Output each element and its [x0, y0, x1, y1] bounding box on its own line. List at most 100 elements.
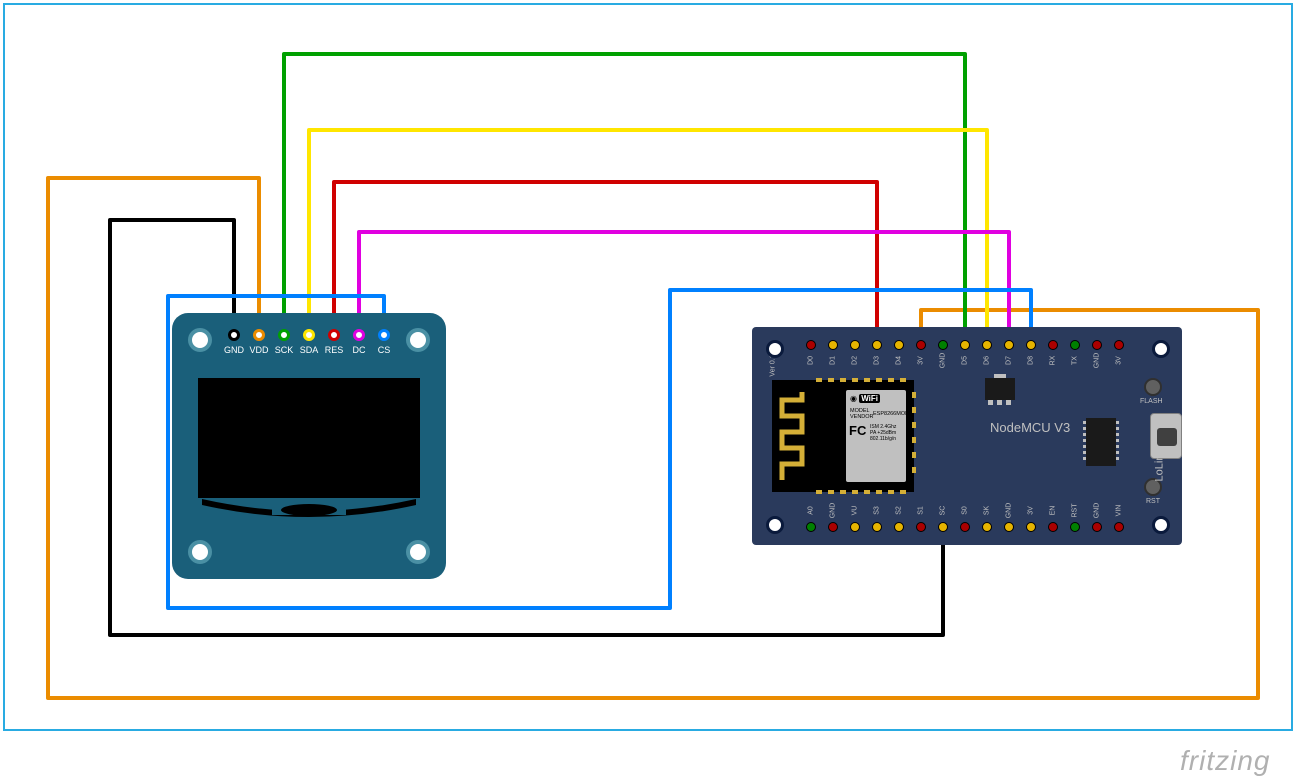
nodemcu-pin-s3-bottom: [872, 522, 882, 532]
esp-pad: [864, 378, 870, 382]
nodemcu-pin-3v-bottom: [1026, 522, 1036, 532]
mounting-hole: [766, 340, 784, 358]
nodemcu-pin-label-d0-top: D0: [808, 351, 815, 371]
nodemcu-pin-vin-bottom: [1114, 522, 1124, 532]
oled-pin-label-cs: CS: [372, 345, 396, 355]
nodemcu-pin-label-3v-bottom: 3V: [1028, 501, 1035, 521]
nodemcu-pin-gnd-top: [1092, 340, 1102, 350]
nodemcu-pin-d2-top: [850, 340, 860, 350]
oled-pin-label-sck: SCK: [272, 345, 296, 355]
antenna-icon: [778, 388, 808, 484]
oled-pin-label-vdd: VDD: [247, 345, 271, 355]
nodemcu-pin-tx-top: [1070, 340, 1080, 350]
nodemcu-pin-label-3v-top: 3V: [1116, 351, 1123, 371]
esp-pad: [888, 490, 894, 494]
nodemcu-pin-label-s0-bottom: S0: [962, 501, 969, 521]
mounting-hole: [766, 516, 784, 534]
oled-pin-sda: [303, 329, 315, 341]
nodemcu-pin-label-s2-bottom: S2: [896, 501, 903, 521]
nodemcu-pin-a0-bottom: [806, 522, 816, 532]
nodemcu-pin-s2-bottom: [894, 522, 904, 532]
esp-pad: [840, 378, 846, 382]
nodemcu-pin-label-rx-top: RX: [1050, 351, 1057, 371]
oled-pin-gnd: [228, 329, 240, 341]
nodemcu-pin-label-3v-top: 3V: [918, 351, 925, 371]
nodemcu-pin-label-d1-top: D1: [830, 351, 837, 371]
nodemcu-pin-d5-top: [960, 340, 970, 350]
nodemcu-pin-label-gnd-bottom: GND: [1006, 501, 1013, 521]
mounting-hole: [188, 328, 212, 352]
nodemcu-pin-d1-top: [828, 340, 838, 350]
nodemcu-pin-label-d6-top: D6: [984, 351, 991, 371]
mounting-hole: [406, 540, 430, 564]
oled-pin-label-res: RES: [322, 345, 346, 355]
nodemcu-pin-label-vu-bottom: VU: [852, 501, 859, 521]
nodemcu-pin-d0-top: [806, 340, 816, 350]
esp-pad: [840, 490, 846, 494]
oled-pin-vdd: [253, 329, 265, 341]
nodemcu-pin-label-sc-bottom: SC: [940, 501, 947, 521]
esp-pad: [912, 437, 916, 443]
nodemcu-pin-d6-top: [982, 340, 992, 350]
nodemcu-pin-d4-top: [894, 340, 904, 350]
mounting-hole: [1152, 516, 1170, 534]
nodemcu-pin-3v-top: [1114, 340, 1124, 350]
voltage-regulator: [985, 378, 1015, 400]
model-name: ESP8266MOD: [873, 411, 909, 417]
nodemcu-pin-gnd-bottom: [1092, 522, 1102, 532]
fcc-logo-icon: FC: [849, 423, 866, 438]
mounting-hole: [1152, 340, 1170, 358]
nodemcu-pin-label-rst-bottom: RST: [1072, 501, 1079, 521]
oled-pin-cs: [378, 329, 390, 341]
nodemcu-pin-label-s1-bottom: S1: [918, 501, 925, 521]
oled-pin-label-sda: SDA: [297, 345, 321, 355]
esp-pad: [912, 407, 916, 413]
nodemcu-pin-s0-bottom: [960, 522, 970, 532]
esp-pad: [912, 392, 916, 398]
nodemcu-pin-label-s3-bottom: S3: [874, 501, 881, 521]
nodemcu-pin-label-gnd-bottom: GND: [830, 501, 837, 521]
nodemcu-pin-d7-top: [1004, 340, 1014, 350]
nodemcu-pin-label-d7-top: D7: [1006, 351, 1013, 371]
esp-pad: [900, 490, 906, 494]
esp-pad: [816, 490, 822, 494]
usb-port: [1150, 413, 1182, 459]
esp-pad: [816, 378, 822, 382]
nodemcu-pin-label-en-bottom: EN: [1050, 501, 1057, 521]
oled-pin-res: [328, 329, 340, 341]
nodemcu-pin-label-vin-bottom: VIN: [1116, 501, 1123, 521]
fritzing-watermark: fritzing: [1180, 745, 1270, 777]
wifi-logo-icon: ◉ WiFi: [850, 394, 880, 403]
side-brand: LoLin: [1153, 455, 1165, 482]
nodemcu-pin-label-d3-top: D3: [874, 351, 881, 371]
oled-pin-dc: [353, 329, 365, 341]
esp-pad: [852, 490, 858, 494]
nodemcu-pin-vu-bottom: [850, 522, 860, 532]
esp-pad: [876, 378, 882, 382]
esp-pad: [828, 490, 834, 494]
nodemcu-pin-sk-bottom: [982, 522, 992, 532]
oled-pin-label-gnd: GND: [222, 345, 246, 355]
esp-pad: [912, 452, 916, 458]
nodemcu-pin-rx-top: [1048, 340, 1058, 350]
oled-pin-sck: [278, 329, 290, 341]
nodemcu-pin-label-d2-top: D2: [852, 351, 859, 371]
esp-pad: [912, 467, 916, 473]
nodemcu-pin-d8-top: [1026, 340, 1036, 350]
nodemcu-pin-gnd-bottom: [828, 522, 838, 532]
nodemcu-pin-rst-bottom: [1070, 522, 1080, 532]
mounting-hole: [406, 328, 430, 352]
flash-button[interactable]: [1144, 378, 1162, 396]
model-text: MODELVENDOR: [850, 408, 874, 420]
nodemcu-pin-label-sk-bottom: SK: [984, 501, 991, 521]
nodemcu-pin-label-d8-top: D8: [1028, 351, 1035, 371]
mounting-hole: [188, 540, 212, 564]
esp-pad: [864, 490, 870, 494]
nodemcu-board: ◉ WiFi MODELVENDOR ESP8266MOD FC ISM 2.4…: [752, 327, 1182, 545]
nodemcu-pin-d3-top: [872, 340, 882, 350]
esp-pad: [888, 378, 894, 382]
nodemcu-pin-gnd-top: [938, 340, 948, 350]
nodemcu-pin-en-bottom: [1048, 522, 1058, 532]
esp-pad: [876, 490, 882, 494]
nodemcu-pin-sc-bottom: [938, 522, 948, 532]
